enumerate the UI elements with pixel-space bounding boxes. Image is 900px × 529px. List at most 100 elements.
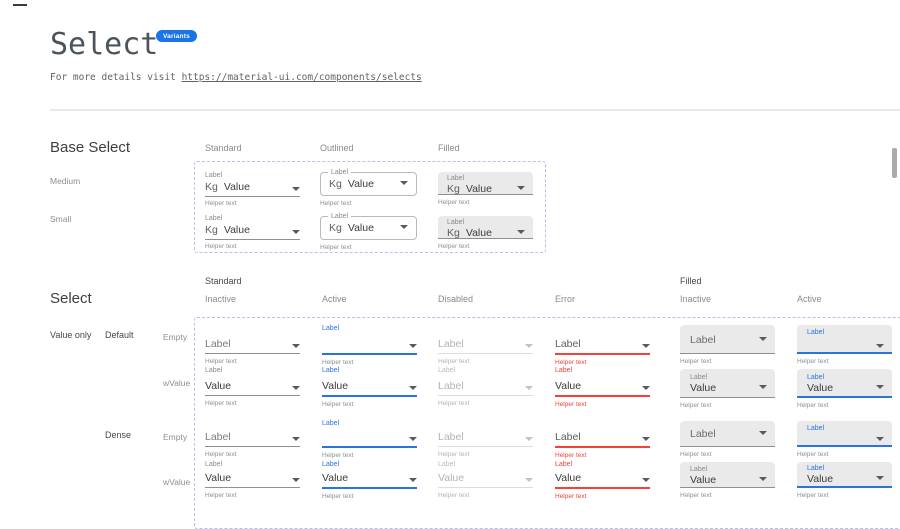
select-label (205, 419, 300, 428)
select-value: Label (205, 431, 231, 443)
select-value: Value (322, 380, 349, 392)
group-header-standard: Standard (205, 276, 242, 286)
dropdown-arrow-icon (525, 344, 533, 348)
group-header-filled: Filled (680, 276, 702, 286)
select-input[interactable]: Label Value (680, 462, 775, 488)
select-standard-inactive-empty-dense: Label Helper text (205, 419, 300, 458)
row-header-dense: Dense (105, 430, 132, 440)
select-value: Value (807, 381, 834, 394)
select-input[interactable]: Label (797, 325, 892, 354)
column-header-outlined: Outlined (320, 143, 354, 153)
row-header-empty: Empty (163, 332, 188, 342)
select-label: Label (555, 461, 573, 468)
helper-text: Helper text (680, 451, 712, 458)
select-input[interactable]: Label Value (797, 462, 892, 488)
select-value: Value (555, 472, 582, 484)
select-value: Label (690, 333, 716, 346)
helper-text: Helper text (680, 358, 712, 365)
select-label: Label (322, 461, 340, 468)
select-value: Value (465, 183, 492, 195)
select-value: Label (205, 338, 231, 350)
dropdown-arrow-icon (517, 186, 525, 190)
variants-badge: Variants (156, 30, 197, 42)
select-input[interactable]: Label Kg Value (320, 212, 417, 240)
select-input[interactable]: Label Kg Value (438, 216, 533, 239)
select-input[interactable] (322, 333, 417, 355)
select-label: Label (322, 325, 340, 332)
select-value: Value (347, 178, 374, 190)
select-input[interactable]: Label (555, 428, 650, 448)
select-label: Label (328, 212, 352, 221)
select-filled-active-wvalue-dense: Label Value Helper text (797, 462, 892, 499)
select-input[interactable]: Label (680, 421, 775, 447)
select-value: Label (438, 380, 464, 392)
select-input[interactable]: Label (205, 428, 300, 447)
select-filled-inactive-empty: Label Helper text (680, 325, 775, 365)
select-input[interactable]: Label Value (680, 369, 775, 398)
state-header-filled-active: Active (797, 294, 822, 304)
select-label: Label (807, 465, 825, 472)
select-input[interactable]: Label (797, 421, 892, 447)
select-input[interactable]: Label (555, 333, 650, 355)
select-label (438, 419, 533, 428)
helper-text: Helper text (438, 492, 470, 499)
section-divider (50, 109, 900, 111)
dropdown-arrow-icon (876, 437, 884, 441)
adornment: Kg (205, 224, 218, 236)
select-value: Value (322, 472, 349, 484)
select-input[interactable]: Kg Value (205, 180, 300, 197)
select-input[interactable]: Value (205, 375, 300, 396)
select-input[interactable] (322, 428, 417, 448)
select-input[interactable]: Value (555, 469, 650, 489)
row-header-wvalue: wValue (163, 477, 191, 487)
select-input[interactable]: Label Kg Value (438, 172, 533, 195)
select-input[interactable]: Value (438, 469, 533, 488)
select-standard-error-wvalue-dense: Label Value Helper text (555, 460, 650, 500)
select-label: Label (690, 465, 708, 473)
vertical-scrollbar-thumb[interactable] (892, 148, 897, 178)
dropdown-arrow-icon (292, 230, 300, 234)
dropdown-arrow-icon (292, 437, 300, 441)
select-label: Label (205, 461, 223, 468)
select-input[interactable]: Label Value (797, 369, 892, 398)
helper-text: Helper text (205, 492, 237, 499)
helper-text: Helper text (205, 358, 237, 365)
dropdown-arrow-icon (642, 478, 650, 482)
select-value: Label (555, 431, 581, 443)
select-value: Label (438, 338, 464, 350)
select-label (438, 324, 533, 333)
select-standard-disabled-empty-dense: Label Helper text (438, 419, 533, 458)
select-input[interactable]: Label (438, 333, 533, 354)
select-input[interactable]: Value (322, 469, 417, 489)
dropdown-arrow-icon (759, 336, 767, 341)
select-input[interactable]: Value (555, 375, 650, 397)
base-select-filled-medium: Label Kg Value Helper text (438, 172, 533, 206)
helper-text: Helper text (320, 244, 352, 251)
select-filled-inactive-wvalue: Label Value Helper text (680, 369, 775, 409)
select-label (205, 324, 300, 333)
select-input[interactable]: Label (680, 325, 775, 354)
select-label: Label (205, 215, 223, 222)
select-input[interactable]: Label (205, 333, 300, 354)
dropdown-arrow-icon (292, 344, 300, 348)
select-input[interactable]: Label (438, 428, 533, 447)
helper-text: Helper text (322, 401, 354, 408)
select-label (555, 324, 650, 333)
select-input[interactable]: Value (205, 469, 300, 488)
column-header-standard: Standard (205, 143, 242, 153)
select-input[interactable]: Label Kg Value (320, 168, 417, 196)
helper-text: Helper text (205, 200, 237, 207)
page-title: Select (50, 27, 159, 62)
select-input[interactable]: Value (322, 375, 417, 397)
helper-text: Helper text (322, 452, 354, 459)
select-label: Label (555, 367, 573, 374)
docs-link[interactable]: https://material-ui.com/components/selec… (181, 72, 422, 83)
select-label: Label (807, 329, 825, 336)
select-input[interactable]: Kg Value (205, 223, 300, 240)
state-header-filled-inactive: Inactive (680, 294, 712, 304)
select-label: Label (438, 367, 456, 374)
select-value: Value (465, 227, 492, 239)
select-label: Label (205, 172, 223, 179)
helper-text: Helper text (555, 493, 587, 500)
select-input[interactable]: Label (438, 375, 533, 396)
